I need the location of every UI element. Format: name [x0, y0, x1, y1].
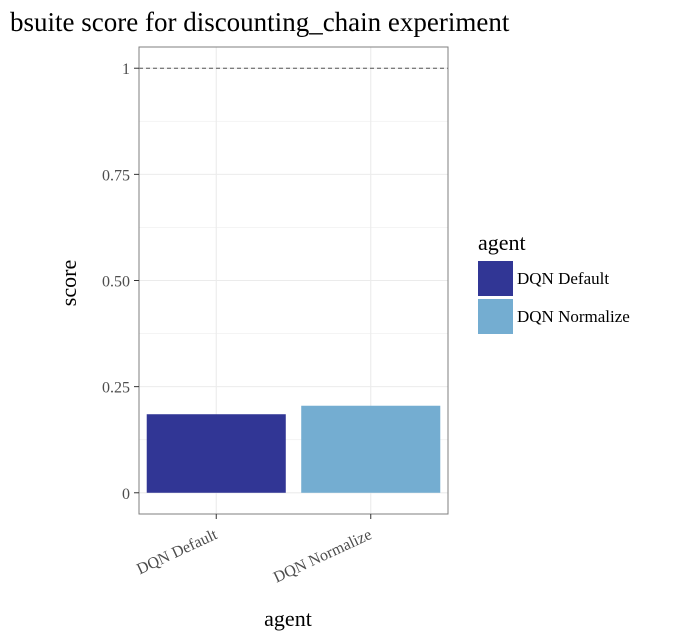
- bar-1: [146, 414, 286, 493]
- legend-label-1: DQN Default: [517, 269, 609, 288]
- legend-label-2: DQN Normalize: [517, 307, 630, 326]
- legend-swatch-1: [478, 261, 513, 296]
- y-tick-label: 1: [122, 61, 130, 78]
- bar-2: [301, 405, 441, 493]
- bars: [146, 405, 441, 493]
- x-tick-label: DQN Normalize: [271, 526, 374, 586]
- legend-title: agent: [478, 230, 526, 255]
- x-tick-label: DQN Default: [134, 526, 220, 578]
- y-tick-label: 0.50: [102, 274, 130, 291]
- x-axis-title: agent: [264, 606, 312, 631]
- y-axis-title: score: [56, 260, 81, 306]
- y-tick-label: 0.25: [102, 380, 130, 397]
- y-tick-label: 0.75: [102, 167, 130, 184]
- chart-title: bsuite score for discounting_chain exper…: [10, 7, 510, 37]
- x-axis: DQN Default DQN Normalize: [134, 514, 374, 587]
- y-tick-label: 0: [122, 486, 130, 503]
- legend-swatch-2: [478, 299, 513, 334]
- plot-panel: [138, 46, 449, 515]
- y-axis: 0 0.25 0.50 0.75 1: [102, 61, 139, 503]
- legend: agent DQN Default DQN Normalize: [478, 230, 630, 334]
